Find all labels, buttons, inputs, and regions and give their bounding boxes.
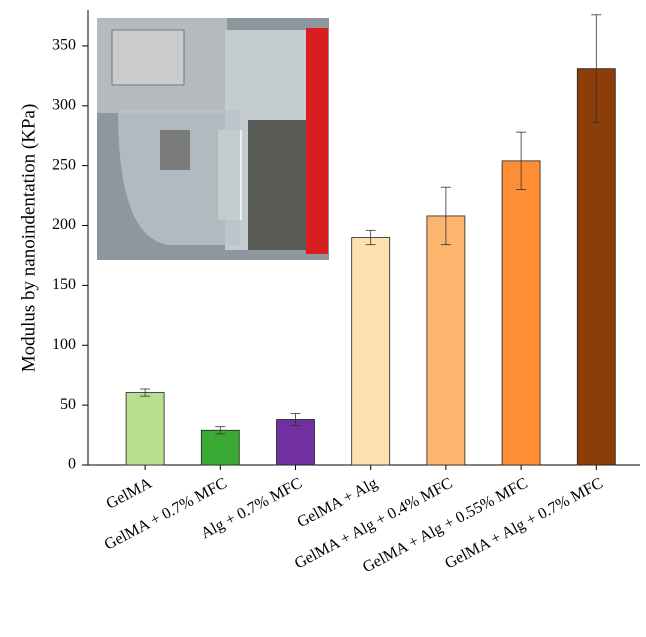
y-tick-label: 0 [68, 456, 76, 473]
y-tick-label: 250 [52, 156, 76, 173]
error-bar [215, 426, 226, 435]
error-bar [140, 388, 151, 397]
x-tick-label: GelMA + 0.7% MFC [102, 475, 230, 554]
y-axis-label: Modulus by nanoindentation (KPa) [18, 104, 39, 373]
error-bar [290, 413, 301, 426]
error-bar [365, 229, 376, 246]
bar [125, 392, 165, 466]
y-tick-label: 50 [60, 396, 76, 413]
y-tick-label: 150 [52, 276, 76, 293]
y-tick-label: 200 [52, 216, 76, 233]
x-tick-label: GelMA [104, 475, 156, 513]
y-tick-label: 100 [52, 336, 76, 353]
bar [576, 68, 616, 466]
inset-photo [97, 18, 329, 260]
error-bar [516, 131, 527, 191]
y-tick-label: 300 [52, 96, 76, 113]
error-bar [440, 186, 451, 246]
bar [200, 429, 240, 466]
bar [501, 160, 541, 466]
bar [351, 237, 391, 466]
error-bar [591, 14, 602, 123]
bar [426, 215, 466, 466]
bar [276, 419, 315, 466]
y-tick-label: 350 [52, 37, 76, 54]
